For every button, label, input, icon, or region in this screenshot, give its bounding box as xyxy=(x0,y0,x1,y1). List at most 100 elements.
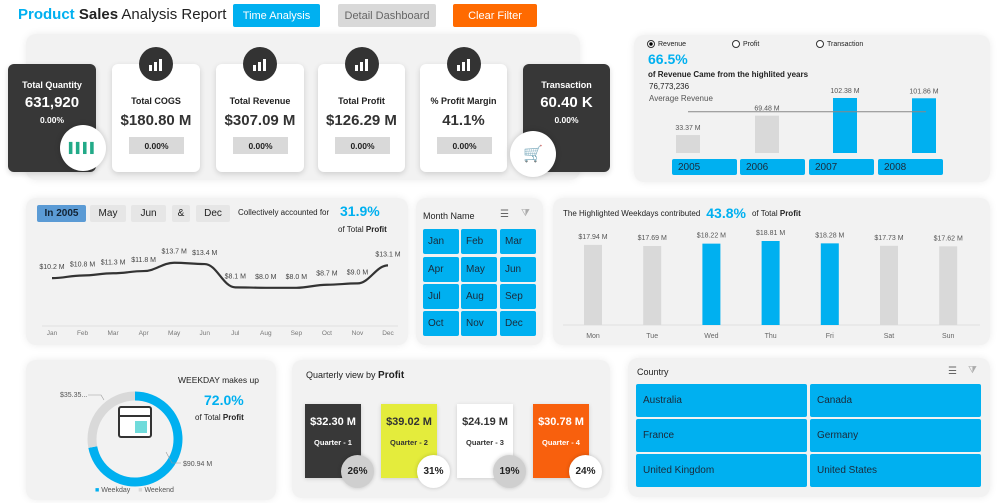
month-tick: Apr xyxy=(139,330,150,337)
calendar-icon xyxy=(118,406,152,438)
weekday-bar xyxy=(761,241,780,325)
weekday-bar-label: $18.28 M xyxy=(815,232,844,239)
year-button-2008[interactable]: 2008 xyxy=(878,159,943,175)
country-button[interactable]: United Kingdom xyxy=(636,454,807,487)
country-button[interactable]: Canada xyxy=(810,384,981,417)
year-bar-chart: 33.37 M 69.48 M 102.38 M 101.86 M xyxy=(675,88,939,153)
month-button-nov[interactable]: Nov xyxy=(461,311,497,336)
radio-profit[interactable]: Profit xyxy=(732,40,759,48)
radio-button-icon[interactable] xyxy=(732,40,740,48)
weekend-value-label: $35.35... xyxy=(60,392,87,399)
kpi-value: 60.40 K xyxy=(540,94,593,111)
point-label: $9.0 M xyxy=(347,269,369,276)
time-analysis-button[interactable]: Time Analysis xyxy=(233,4,320,27)
donut-title: WEEKDAY makes up xyxy=(178,375,259,385)
quarter-value: $30.78 M xyxy=(538,416,584,428)
country-button[interactable]: Germany xyxy=(810,419,981,452)
month-button-jun[interactable]: Jun xyxy=(500,257,536,282)
weekday-bar-chart: $17.94 M Mon $17.69 M Tue $18.22 M Wed $18.81 … xyxy=(563,230,980,340)
money-bag-hand-icon xyxy=(139,47,173,81)
weekday-tick: Sat xyxy=(884,333,895,340)
weekday-bar-label: $17.69 M xyxy=(638,235,667,242)
month-button-feb[interactable]: Feb xyxy=(461,229,497,254)
radio-button-icon[interactable] xyxy=(647,40,655,48)
title-rest: Analysis Report xyxy=(121,6,227,23)
radio-label: Transaction xyxy=(827,40,864,48)
quarter-value: $32.30 M xyxy=(310,416,356,428)
kpi-card: Total COGS $180.80 M 0.00% xyxy=(112,64,200,172)
year-bar-label: 102.38 M xyxy=(830,88,859,95)
average-label: Average Revenue xyxy=(649,94,713,103)
donut-slice-weekday xyxy=(88,391,183,487)
of-total-text: of Total xyxy=(195,413,221,422)
weekday-bar xyxy=(939,246,958,325)
filter-chip[interactable]: In 2005 xyxy=(37,205,86,222)
kpi-change: 0.00% xyxy=(437,137,492,154)
month-button-jul[interactable]: Jul xyxy=(423,284,459,309)
of-total-text: of Total xyxy=(338,225,364,234)
donut-slice-weekend xyxy=(87,391,136,448)
year-bar-label: 69.48 M xyxy=(754,106,779,113)
year-button-2005[interactable]: 2005 xyxy=(672,159,737,175)
radio-label: Profit xyxy=(743,40,760,48)
filter-chip[interactable]: Jun xyxy=(131,205,166,222)
filter-chip[interactable]: & xyxy=(172,205,190,222)
donut-headline: 72.0% xyxy=(204,392,244,408)
month-button-sep[interactable]: Sep xyxy=(500,284,536,309)
month-tick: Jun xyxy=(199,330,210,337)
weekday-bar xyxy=(643,246,662,325)
kpi-label: Total COGS xyxy=(131,96,181,106)
monthly-subtext: of Total Profit xyxy=(338,225,387,234)
radio-revenue[interactable]: Revenue xyxy=(647,40,686,48)
year-headline: 66.5% xyxy=(648,51,688,67)
month-tick: Oct xyxy=(322,330,332,337)
monthly-headline: 31.9% xyxy=(340,203,380,219)
country-slicer-title: Country xyxy=(637,367,669,377)
month-button-oct[interactable]: Oct xyxy=(423,311,459,336)
donut-subtext: of Total Profit xyxy=(195,413,244,422)
country-button[interactable]: France xyxy=(636,419,807,452)
quarter-label: Quarter - 4 xyxy=(542,438,580,447)
quarter-share: 26% xyxy=(341,455,374,488)
month-button-mar[interactable]: Mar xyxy=(500,229,536,254)
point-label: $10.8 M xyxy=(70,261,95,268)
country-button[interactable]: Australia xyxy=(636,384,807,417)
monthly-text: Collectively accounted for xyxy=(238,208,330,217)
quarterly-title: Quarterly view by Profit xyxy=(306,370,404,381)
multi-select-icon[interactable]: ☰ xyxy=(500,209,509,220)
profit-line xyxy=(51,261,389,289)
clear-filter-icon[interactable]: ⧩ xyxy=(968,365,977,376)
weekday-title: The Highlighted Weekdays contributed 43.… xyxy=(563,205,801,221)
month-tick: Aug xyxy=(260,330,272,337)
of-total-text: of Total xyxy=(751,208,778,218)
point-label: $8.0 M xyxy=(255,274,277,281)
donut-legend: ■ Weekday ■ Weekend xyxy=(95,487,174,494)
kpi-label: Total Profit xyxy=(338,96,385,106)
year-button-2007[interactable]: 2007 xyxy=(809,159,874,175)
multi-select-icon[interactable]: ☰ xyxy=(948,366,957,377)
month-button-may[interactable]: May xyxy=(461,257,497,282)
kpi-value: $126.29 M xyxy=(326,112,397,129)
point-label: $8.0 M xyxy=(286,274,308,281)
kpi-label: Total Quantity xyxy=(22,80,82,90)
clear-filter-button[interactable]: Clear Filter xyxy=(453,4,537,27)
month-button-aug[interactable]: Aug xyxy=(461,284,497,309)
month-button-jan[interactable]: Jan xyxy=(423,229,459,254)
filter-chip[interactable]: Dec xyxy=(196,205,230,222)
clear-filter-icon[interactable]: ⧩ xyxy=(521,208,530,219)
year-bar-label: 33.37 M xyxy=(675,125,700,132)
leader-line xyxy=(88,394,105,401)
month-tick: Sep xyxy=(291,330,303,337)
country-button[interactable]: United States xyxy=(810,454,981,487)
average-value: 76,773,236 xyxy=(649,82,690,91)
month-button-dec[interactable]: Dec xyxy=(500,311,536,336)
quarter-share: 24% xyxy=(569,455,602,488)
detail-dashboard-button[interactable]: Detail Dashboard xyxy=(338,4,436,27)
month-button-apr[interactable]: Apr xyxy=(423,257,459,282)
radio-transaction[interactable]: Transaction xyxy=(816,40,863,48)
year-button-2006[interactable]: 2006 xyxy=(740,159,805,175)
radio-button-icon[interactable] xyxy=(816,40,824,48)
shopping-cart-icon: 🛒 xyxy=(510,131,556,177)
filter-chip[interactable]: May xyxy=(90,205,126,222)
weekday-headline: 43.8% xyxy=(706,205,746,221)
